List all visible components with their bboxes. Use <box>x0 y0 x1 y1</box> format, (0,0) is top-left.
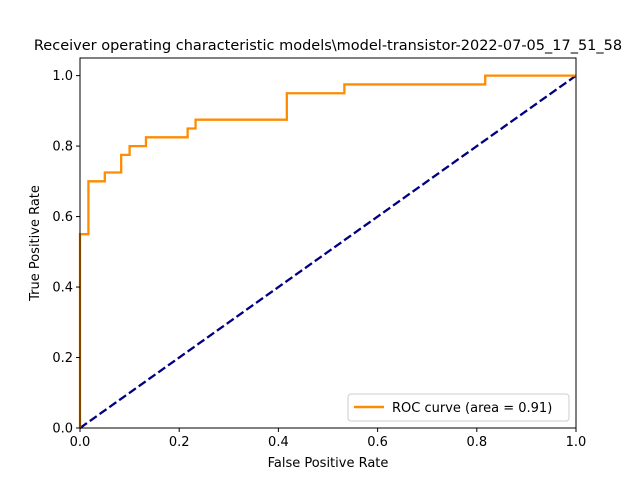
chance-diagonal-line <box>79 74 577 429</box>
x-tick-label: 0.8 <box>466 435 487 450</box>
y-tick-label: 0.0 <box>52 422 73 437</box>
x-tick-label: 0.6 <box>367 435 388 450</box>
x-axis-label: False Positive Rate <box>268 456 389 471</box>
y-axis-label: True Positive Rate <box>28 185 43 302</box>
y-axis-ticks: 0.0 0.2 0.4 0.6 0.8 1.0 <box>52 69 80 437</box>
x-tick-label: 0.4 <box>268 435 289 450</box>
x-tick-label: 1.0 <box>566 435 587 450</box>
y-tick-label: 0.2 <box>52 351 73 366</box>
chart-title: Receiver operating characteristic models… <box>34 38 622 54</box>
axes-frame <box>79 57 577 429</box>
legend-box <box>347 393 570 422</box>
y-tick-label: 0.6 <box>52 210 73 225</box>
y-tick-label: 1.0 <box>52 69 73 84</box>
legend-label-roc: ROC curve (area = 0.91) <box>392 401 552 416</box>
y-tick-label: 0.8 <box>52 140 73 155</box>
series-layer <box>78 74 577 429</box>
plot-area <box>78 57 577 429</box>
y-tick-label: 0.4 <box>52 281 73 296</box>
x-tick-label: 0.2 <box>169 435 190 450</box>
x-tick-label: 0.0 <box>70 435 91 450</box>
roc-curve-line <box>78 74 576 428</box>
legend: ROC curve (area = 0.91) <box>347 393 570 422</box>
x-axis-ticks: 0.0 0.2 0.4 0.6 0.8 1.0 <box>70 428 587 450</box>
